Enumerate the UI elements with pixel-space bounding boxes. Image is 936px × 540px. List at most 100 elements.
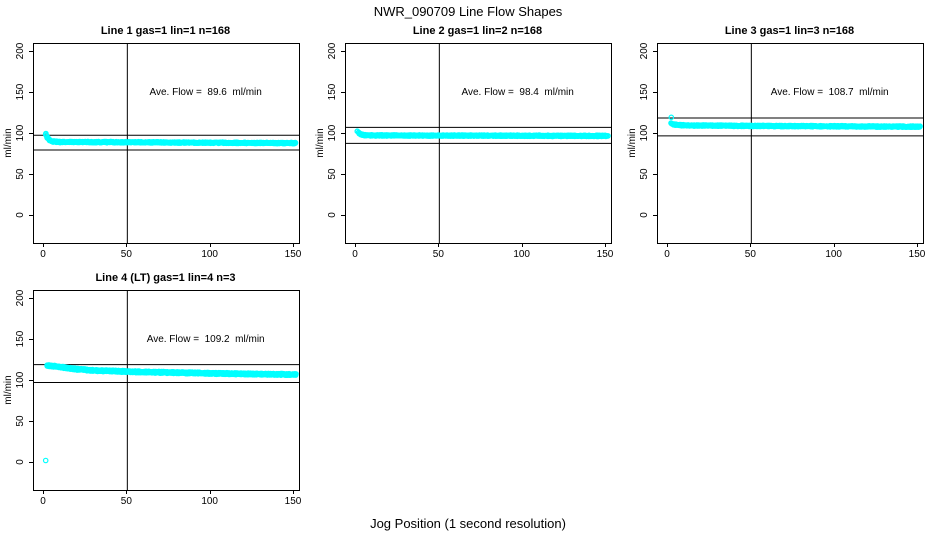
y-tick-mark (653, 174, 657, 176)
plot-canvas: Ave. Flow = 108.7 ml/min (658, 44, 923, 243)
x-tick-mark (209, 490, 211, 494)
x-tick-label: 150 (596, 249, 614, 260)
y-tick-label: 200 (639, 42, 650, 60)
x-tick-mark (209, 243, 211, 247)
plot-canvas: Ave. Flow = 98.4 ml/min (346, 44, 611, 243)
y-tick-mark (29, 214, 33, 216)
y-tick-label: 150 (327, 83, 338, 101)
y-tick-mark (29, 339, 33, 341)
data-point (293, 371, 299, 377)
plot-area: Ave. Flow = 109.2 ml/min (33, 290, 300, 491)
ave-flow-text: Ave. Flow = 89.6 ml/min (149, 87, 261, 98)
y-tick-mark (341, 174, 345, 176)
y-tick-label: 50 (15, 168, 26, 180)
plot-area: Ave. Flow = 89.6 ml/min (33, 43, 300, 244)
x-axis-label: Jog Position (1 second resolution) (370, 516, 566, 531)
x-tick-label: 0 (664, 249, 670, 260)
y-axis-label: ml/min (3, 127, 14, 158)
plot-panel: Line 4 (LT) gas=1 lin=4 n=3 ml/min Ave. … (0, 270, 312, 517)
y-tick-label: 150 (15, 83, 26, 101)
x-tick-label: 50 (744, 249, 756, 260)
data-point (917, 123, 923, 130)
y-tick-label: 50 (15, 415, 26, 427)
ave-flow-text: Ave. Flow = 109.2 ml/min (147, 334, 265, 345)
plot-area: Ave. Flow = 108.7 ml/min (657, 43, 924, 244)
y-tick-mark (341, 51, 345, 53)
y-tick-mark (29, 461, 33, 463)
x-tick-label: 150 (284, 249, 302, 260)
data-points (668, 114, 923, 131)
y-tick-mark (653, 51, 657, 53)
data-point (668, 114, 675, 121)
y-tick-mark (653, 214, 657, 216)
x-tick-mark (43, 490, 44, 494)
plot-canvas: Ave. Flow = 89.6 ml/min (34, 44, 299, 243)
data-point (604, 133, 611, 139)
x-tick-label: 150 (284, 496, 302, 507)
y-tick-label: 100 (15, 371, 26, 389)
y-tick-label: 0 (15, 212, 26, 218)
x-tick-label: 0 (40, 496, 46, 507)
y-axis-label: ml/min (3, 374, 14, 405)
panel-title: Line 4 (LT) gas=1 lin=4 n=3 (95, 272, 236, 284)
data-points (354, 128, 611, 140)
y-tick-mark (29, 380, 33, 382)
data-point (292, 139, 299, 146)
y-tick-label: 200 (15, 42, 26, 60)
data-points (42, 362, 299, 464)
y-tick-mark (653, 133, 657, 135)
y-tick-label: 200 (327, 42, 338, 60)
panel-title: Line 2 gas=1 lin=2 n=168 (412, 25, 543, 37)
plot-panel: Line 1 gas=1 lin=1 n=168 ml/min Ave. Flo… (0, 23, 312, 270)
y-axis-label: ml/min (315, 127, 326, 158)
x-tick-label: 0 (352, 249, 358, 260)
y-tick-label: 150 (639, 83, 650, 101)
y-tick-label: 50 (327, 168, 338, 180)
plot-area: Ave. Flow = 98.4 ml/min (345, 43, 612, 244)
y-tick-mark (29, 421, 33, 423)
data-points (42, 130, 299, 147)
x-tick-mark (126, 243, 128, 247)
ave-flow-text: Ave. Flow = 108.7 ml/min (771, 87, 889, 98)
x-tick-label: 0 (40, 249, 46, 260)
y-tick-label: 50 (639, 168, 650, 180)
y-tick-mark (341, 92, 345, 94)
y-tick-mark (341, 133, 345, 135)
y-tick-mark (29, 298, 33, 300)
x-tick-label: 50 (120, 249, 132, 260)
x-tick-mark (438, 243, 440, 247)
y-tick-mark (341, 214, 345, 216)
y-tick-label: 150 (15, 330, 26, 348)
panel-title: Line 1 gas=1 lin=1 n=168 (100, 25, 231, 37)
x-tick-mark (355, 243, 356, 247)
x-tick-mark (43, 243, 44, 247)
y-tick-mark (29, 174, 33, 176)
x-tick-mark (521, 243, 523, 247)
y-tick-mark (29, 51, 33, 53)
x-tick-mark (917, 243, 918, 247)
plot-panel: Line 3 gas=1 lin=3 n=168 ml/min Ave. Flo… (624, 23, 936, 270)
figure-title: NWR_090709 Line Flow Shapes (373, 4, 563, 19)
x-tick-label: 100 (201, 496, 218, 507)
y-tick-label: 0 (639, 212, 650, 218)
x-tick-mark (126, 490, 128, 494)
x-tick-label: 100 (825, 249, 842, 260)
x-tick-mark (833, 243, 835, 247)
y-tick-label: 100 (327, 124, 338, 142)
x-tick-label: 50 (120, 496, 132, 507)
x-tick-label: 100 (513, 249, 530, 260)
ave-flow-text: Ave. Flow = 98.4 ml/min (461, 87, 573, 98)
y-tick-mark (29, 133, 33, 135)
y-axis-label: ml/min (627, 127, 638, 158)
x-tick-mark (605, 243, 606, 247)
plot-panel: Line 2 gas=1 lin=2 n=168 ml/min Ave. Flo… (312, 23, 624, 270)
x-tick-mark (667, 243, 668, 247)
y-tick-label: 0 (327, 212, 338, 218)
y-tick-label: 200 (15, 289, 26, 307)
x-tick-mark (750, 243, 752, 247)
y-tick-label: 100 (15, 124, 26, 142)
y-tick-mark (653, 92, 657, 94)
y-tick-label: 0 (15, 459, 26, 465)
x-tick-label: 50 (432, 249, 444, 260)
plot-canvas: Ave. Flow = 109.2 ml/min (34, 291, 299, 490)
